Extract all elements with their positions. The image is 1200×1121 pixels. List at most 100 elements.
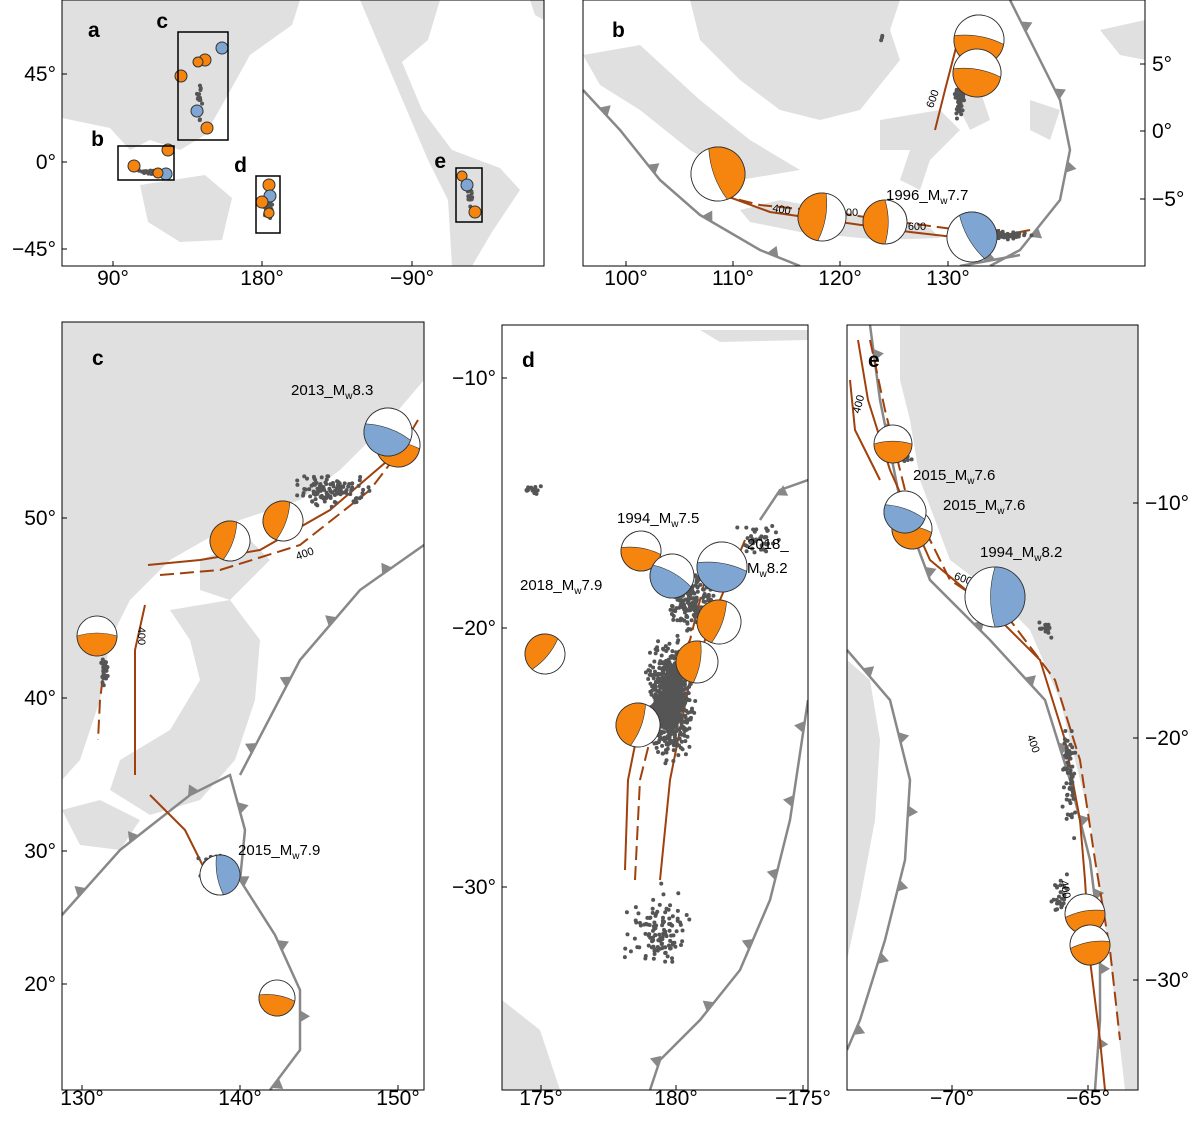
earthquake — [681, 705, 686, 710]
land — [1030, 100, 1060, 140]
event — [174, 69, 188, 83]
earthquake — [1067, 798, 1072, 803]
earthquake — [311, 489, 316, 494]
earthquake — [744, 549, 749, 554]
earthquake — [661, 646, 666, 651]
event — [255, 195, 269, 209]
trench-tooth — [983, 250, 996, 262]
earthquake — [329, 504, 334, 509]
earthquake — [1070, 774, 1075, 779]
earthquake — [1062, 766, 1067, 771]
ball-outline — [199, 854, 241, 896]
slab-contour — [159, 434, 413, 576]
earthquake — [671, 933, 676, 938]
earthquake — [646, 677, 651, 682]
earthquake — [367, 488, 372, 493]
trench-tooth — [277, 940, 289, 952]
earthquake — [625, 932, 630, 937]
earthquake — [764, 526, 769, 531]
earthquake — [685, 734, 690, 739]
earthquake — [643, 931, 648, 936]
earthquake — [661, 945, 666, 950]
ball-outline — [1069, 924, 1111, 966]
x-tick-label: 110° — [712, 267, 754, 290]
x-tick-label: 100° — [604, 267, 647, 290]
focal-mechanism — [696, 599, 742, 645]
map-panel: 4006004004002015_Mw7.62015_Mw7.61994_Mw8… — [846, 324, 1189, 1110]
y-tick-label: 45° — [24, 63, 56, 86]
earthquake — [691, 596, 696, 601]
trench-tooth — [898, 732, 910, 744]
focal-mechanism — [262, 500, 304, 542]
earthquake — [623, 946, 628, 951]
earthquake — [670, 940, 675, 945]
earthquake — [1062, 885, 1067, 890]
annotation-text: 8.3 — [352, 382, 373, 399]
earthquake — [667, 716, 672, 721]
land — [1100, 20, 1145, 60]
earthquake — [657, 902, 662, 907]
earthquake — [674, 723, 679, 728]
earthquake — [684, 912, 689, 917]
earthquake — [142, 171, 147, 176]
earthquake — [689, 618, 694, 623]
x-tick-label: 90° — [97, 267, 129, 290]
earthquake — [145, 169, 150, 174]
earthquake — [672, 716, 677, 721]
annotation-text: 1994_M — [617, 510, 671, 527]
earthquake — [660, 743, 665, 748]
earthquake — [661, 751, 666, 756]
focal-mechanism — [696, 541, 748, 593]
earthquake — [688, 596, 693, 601]
earthquake — [658, 659, 663, 664]
y-tick-label: −10° — [452, 367, 496, 390]
map-panel: 4004002013_Mw8.32015_Mw7.9c50°40°30°20°1… — [24, 321, 425, 1110]
earthquake — [665, 734, 670, 739]
ball-outline — [696, 599, 742, 645]
earthquake — [693, 583, 698, 588]
earthquake — [198, 86, 203, 91]
earthquake — [683, 715, 688, 720]
earthquake — [667, 708, 672, 713]
trench-tooth — [1065, 160, 1077, 173]
event — [192, 56, 204, 68]
x-tick-label: −175° — [775, 1087, 831, 1110]
annotation-subscript: w — [573, 586, 582, 597]
panel-label: d — [522, 349, 535, 372]
earthquake — [303, 487, 308, 492]
annotation-text: 2018_ — [747, 536, 789, 553]
annotation: 2013_Mw8.3 — [291, 382, 373, 402]
earthquake — [690, 588, 695, 593]
earthquake — [909, 457, 914, 462]
earthquake — [954, 111, 959, 116]
earthquake — [349, 488, 354, 493]
annotation: 1994_Mw8.2 — [980, 544, 1062, 564]
contour-label: 600 — [908, 221, 926, 233]
earthquake — [670, 603, 675, 608]
earthquake — [532, 487, 537, 492]
earthquake — [664, 934, 669, 939]
earthquake — [270, 202, 275, 207]
earthquake — [197, 118, 202, 123]
earthquake — [331, 484, 336, 489]
earthquake — [743, 543, 748, 548]
earthquake — [652, 951, 657, 956]
earthquake — [668, 654, 673, 659]
earthquake — [880, 33, 885, 38]
earthquake — [750, 546, 755, 551]
earthquake — [622, 955, 627, 960]
earthquake — [1049, 899, 1054, 904]
earthquake — [694, 580, 699, 585]
annotation-text: 2015_M — [238, 842, 292, 859]
earthquake — [647, 650, 652, 655]
earthquake — [657, 932, 662, 937]
trench-tooth — [794, 720, 805, 733]
earthquake — [692, 605, 697, 610]
earthquake — [334, 486, 339, 491]
trench-tooth — [897, 879, 909, 892]
earthquake — [695, 589, 700, 594]
focal-mechanism — [258, 979, 296, 1017]
y-tick-label: −30° — [452, 876, 496, 899]
earthquake — [658, 709, 663, 714]
earthquake — [366, 485, 371, 490]
